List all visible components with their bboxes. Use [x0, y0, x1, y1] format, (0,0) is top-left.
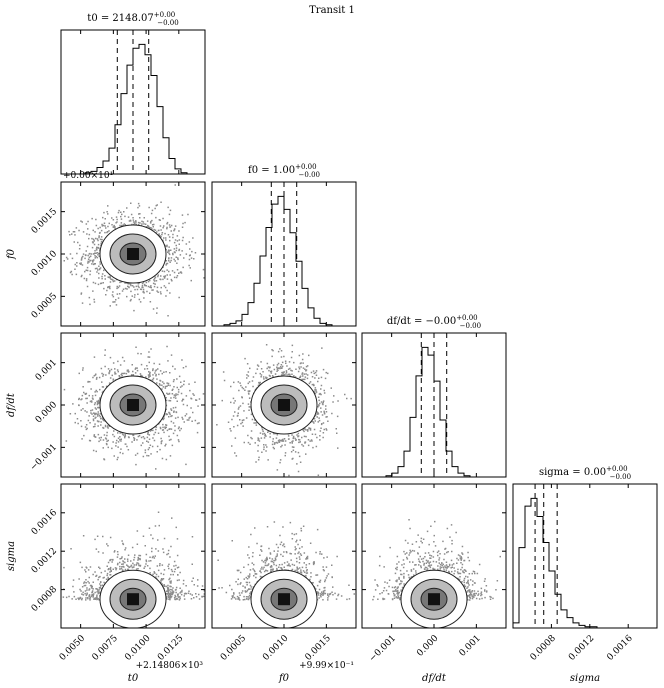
y-tick-label: 0.000	[34, 400, 59, 425]
panel-frame	[60, 483, 206, 629]
panel-t0-f0	[60, 181, 206, 327]
histogram-t0	[61, 43, 205, 175]
y-tick-label: 0.001	[34, 358, 59, 383]
histogram-dfdt	[362, 346, 506, 478]
x-offset-label: +9.99×10⁻¹	[299, 661, 354, 671]
y-tick-label: 0.0005	[30, 291, 60, 321]
x-tick-label: 0.0100	[123, 633, 153, 663]
panel-frame	[60, 29, 206, 175]
y-axis-label: sigma	[6, 541, 17, 571]
y-axis-label: df/dt	[6, 392, 17, 417]
density-peak	[127, 399, 139, 411]
x-tick-label: 0.0010	[261, 633, 291, 663]
y-tick-label: 0.0012	[30, 546, 59, 575]
panel-f0-f0: f0 = 1.00+0.00 −0.00	[211, 163, 357, 327]
x-tick-label: 0.0050	[58, 633, 88, 663]
y-offset-label: +0.00×10¹	[63, 171, 113, 181]
x-axis-label: t0	[128, 673, 139, 684]
y-tick-label: 0.0010	[30, 249, 60, 279]
x-offset-label: +2.14806×10³	[136, 661, 204, 671]
x-tick-label: 0.000	[415, 633, 440, 658]
y-tick-label: 0.0008	[30, 584, 60, 614]
y-tick-label: 0.0016	[30, 508, 60, 538]
scatter-points	[217, 521, 355, 628]
scatter-points	[62, 511, 205, 628]
histogram-sigma	[512, 497, 657, 629]
panel-title: df/dt = −0.00+0.00 −0.00	[387, 314, 481, 330]
figure-suptitle: Transit 1	[309, 5, 355, 16]
x-axis-label: f0	[278, 673, 290, 684]
panel-dfdt-sigma	[361, 483, 507, 629]
panel-f0-sigma	[211, 483, 357, 629]
x-tick-label: 0.0005	[219, 633, 249, 663]
x-tick-label: 0.0012	[567, 634, 596, 663]
scatter-points	[212, 344, 352, 477]
x-tick-label: 0.0125	[156, 633, 186, 663]
panel-title: sigma = 0.00+0.00 −0.00	[539, 465, 631, 481]
y-axis-label: f0	[6, 248, 17, 260]
x-tick-label: 0.0015	[304, 633, 334, 663]
x-tick-label: −0.001	[368, 634, 399, 665]
panel-dfdt-dfdt: df/dt = −0.00+0.00 −0.00	[361, 314, 507, 478]
panel-title: f0 = 1.00+0.00 −0.00	[248, 163, 320, 179]
density-peak	[127, 248, 139, 260]
panel-t0-t0: t0 = 2148.07+0.00 −0.00	[60, 11, 206, 175]
scatter-points	[372, 519, 501, 628]
density-peak	[127, 593, 139, 606]
x-tick-label: 0.0008	[529, 633, 559, 663]
density-peak	[278, 399, 290, 411]
density-peak	[428, 593, 440, 606]
x-tick-label: 0.0016	[605, 633, 635, 663]
x-axis-label: df/dt	[422, 673, 447, 684]
panel-frame	[512, 483, 658, 629]
panel-f0-dfdt	[211, 332, 357, 478]
panel-sigma-sigma: sigma = 0.00+0.00 −0.00	[512, 465, 658, 629]
y-tick-label: 0.0015	[30, 207, 60, 237]
scatter-cloud	[62, 511, 205, 601]
scatter-cloud	[372, 519, 501, 601]
histogram-f0	[212, 195, 356, 327]
y-tick-label: −0.001	[28, 442, 59, 473]
density-peak	[278, 593, 290, 606]
scatter-points	[63, 184, 205, 317]
scatter-cloud	[217, 521, 355, 601]
scatter-cloud	[63, 345, 205, 470]
x-axis-label: sigma	[570, 673, 600, 684]
panel-t0-dfdt	[60, 332, 206, 478]
x-tick-label: 0.001	[458, 634, 483, 659]
scatter-points	[63, 345, 205, 470]
panel-t0-sigma	[60, 483, 206, 629]
panel-title: t0 = 2148.07+0.00 −0.00	[87, 11, 178, 27]
x-tick-label: 0.0075	[91, 633, 121, 663]
